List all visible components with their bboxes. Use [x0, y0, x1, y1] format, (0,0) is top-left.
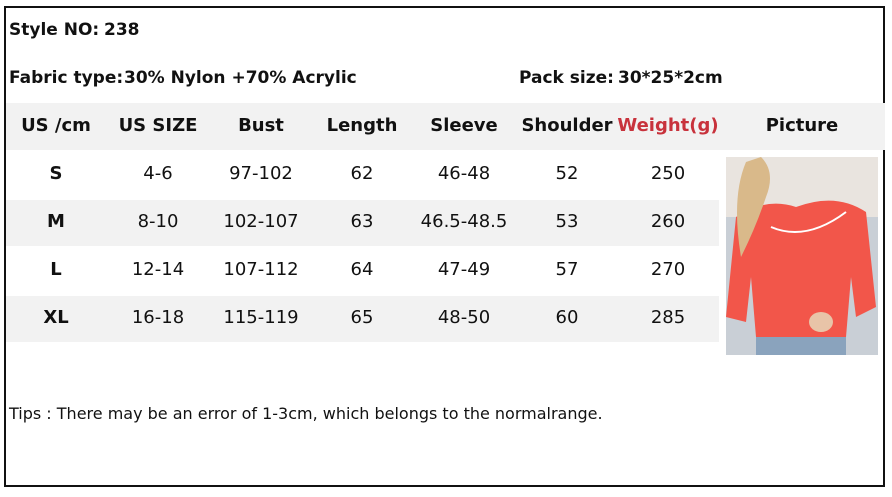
header-band: [6, 103, 885, 150]
column-header: Length: [326, 115, 398, 136]
column-header: Picture: [765, 115, 839, 136]
column-header: Shoulder: [521, 115, 613, 136]
fabric-value: 30% Nylon +70% Acrylic: [124, 68, 357, 88]
column-header: Bust: [238, 115, 284, 136]
table-cell: 57: [555, 259, 579, 280]
table-cell: M: [47, 211, 65, 232]
column-header: Sleeve: [430, 115, 498, 136]
column-header: Weight(g): [617, 115, 719, 136]
table-cell: 4-6: [143, 163, 173, 184]
table-cell: 260: [650, 211, 686, 232]
table-cell: 8-10: [137, 211, 179, 232]
table-cell: 115-119: [223, 307, 299, 328]
table-cell: 97-102: [229, 163, 293, 184]
style-label: Style NO:: [9, 20, 100, 40]
table-cell: 63: [350, 211, 374, 232]
fabric-label: Fabric type:: [9, 68, 124, 88]
table-cell: 52: [555, 163, 579, 184]
table-cell: 53: [555, 211, 579, 232]
product-picture: [726, 157, 878, 355]
column-header: US /cm: [21, 115, 91, 136]
table-cell: 270: [650, 259, 686, 280]
table-cell: L: [50, 259, 62, 280]
table-cell: S: [49, 163, 63, 184]
table-cell: 46.5-48.5: [420, 211, 508, 232]
frame: [4, 6, 885, 487]
table-cell: 107-112: [223, 259, 299, 280]
table-cell: 65: [350, 307, 374, 328]
table-cell: XL: [43, 307, 69, 328]
table-cell: 285: [650, 307, 686, 328]
style-value: 238: [104, 20, 140, 40]
table-cell: 62: [350, 163, 374, 184]
row-band: [6, 296, 719, 342]
table-cell: 64: [350, 259, 374, 280]
table-cell: 47-49: [437, 259, 491, 280]
table-cell: 12-14: [131, 259, 185, 280]
row-band: [6, 200, 719, 246]
pack-value: 30*25*2cm: [618, 68, 723, 88]
table-cell: 46-48: [437, 163, 491, 184]
table-cell: 16-18: [131, 307, 185, 328]
pack-label: Pack size:: [519, 68, 614, 88]
tips: Tips : There may be an error of 1-3cm, w…: [9, 404, 603, 423]
column-header: US SIZE: [118, 115, 198, 136]
table-cell: 250: [650, 163, 686, 184]
table-cell: 102-107: [223, 211, 299, 232]
table-cell: 60: [555, 307, 579, 328]
table-cell: 48-50: [437, 307, 491, 328]
